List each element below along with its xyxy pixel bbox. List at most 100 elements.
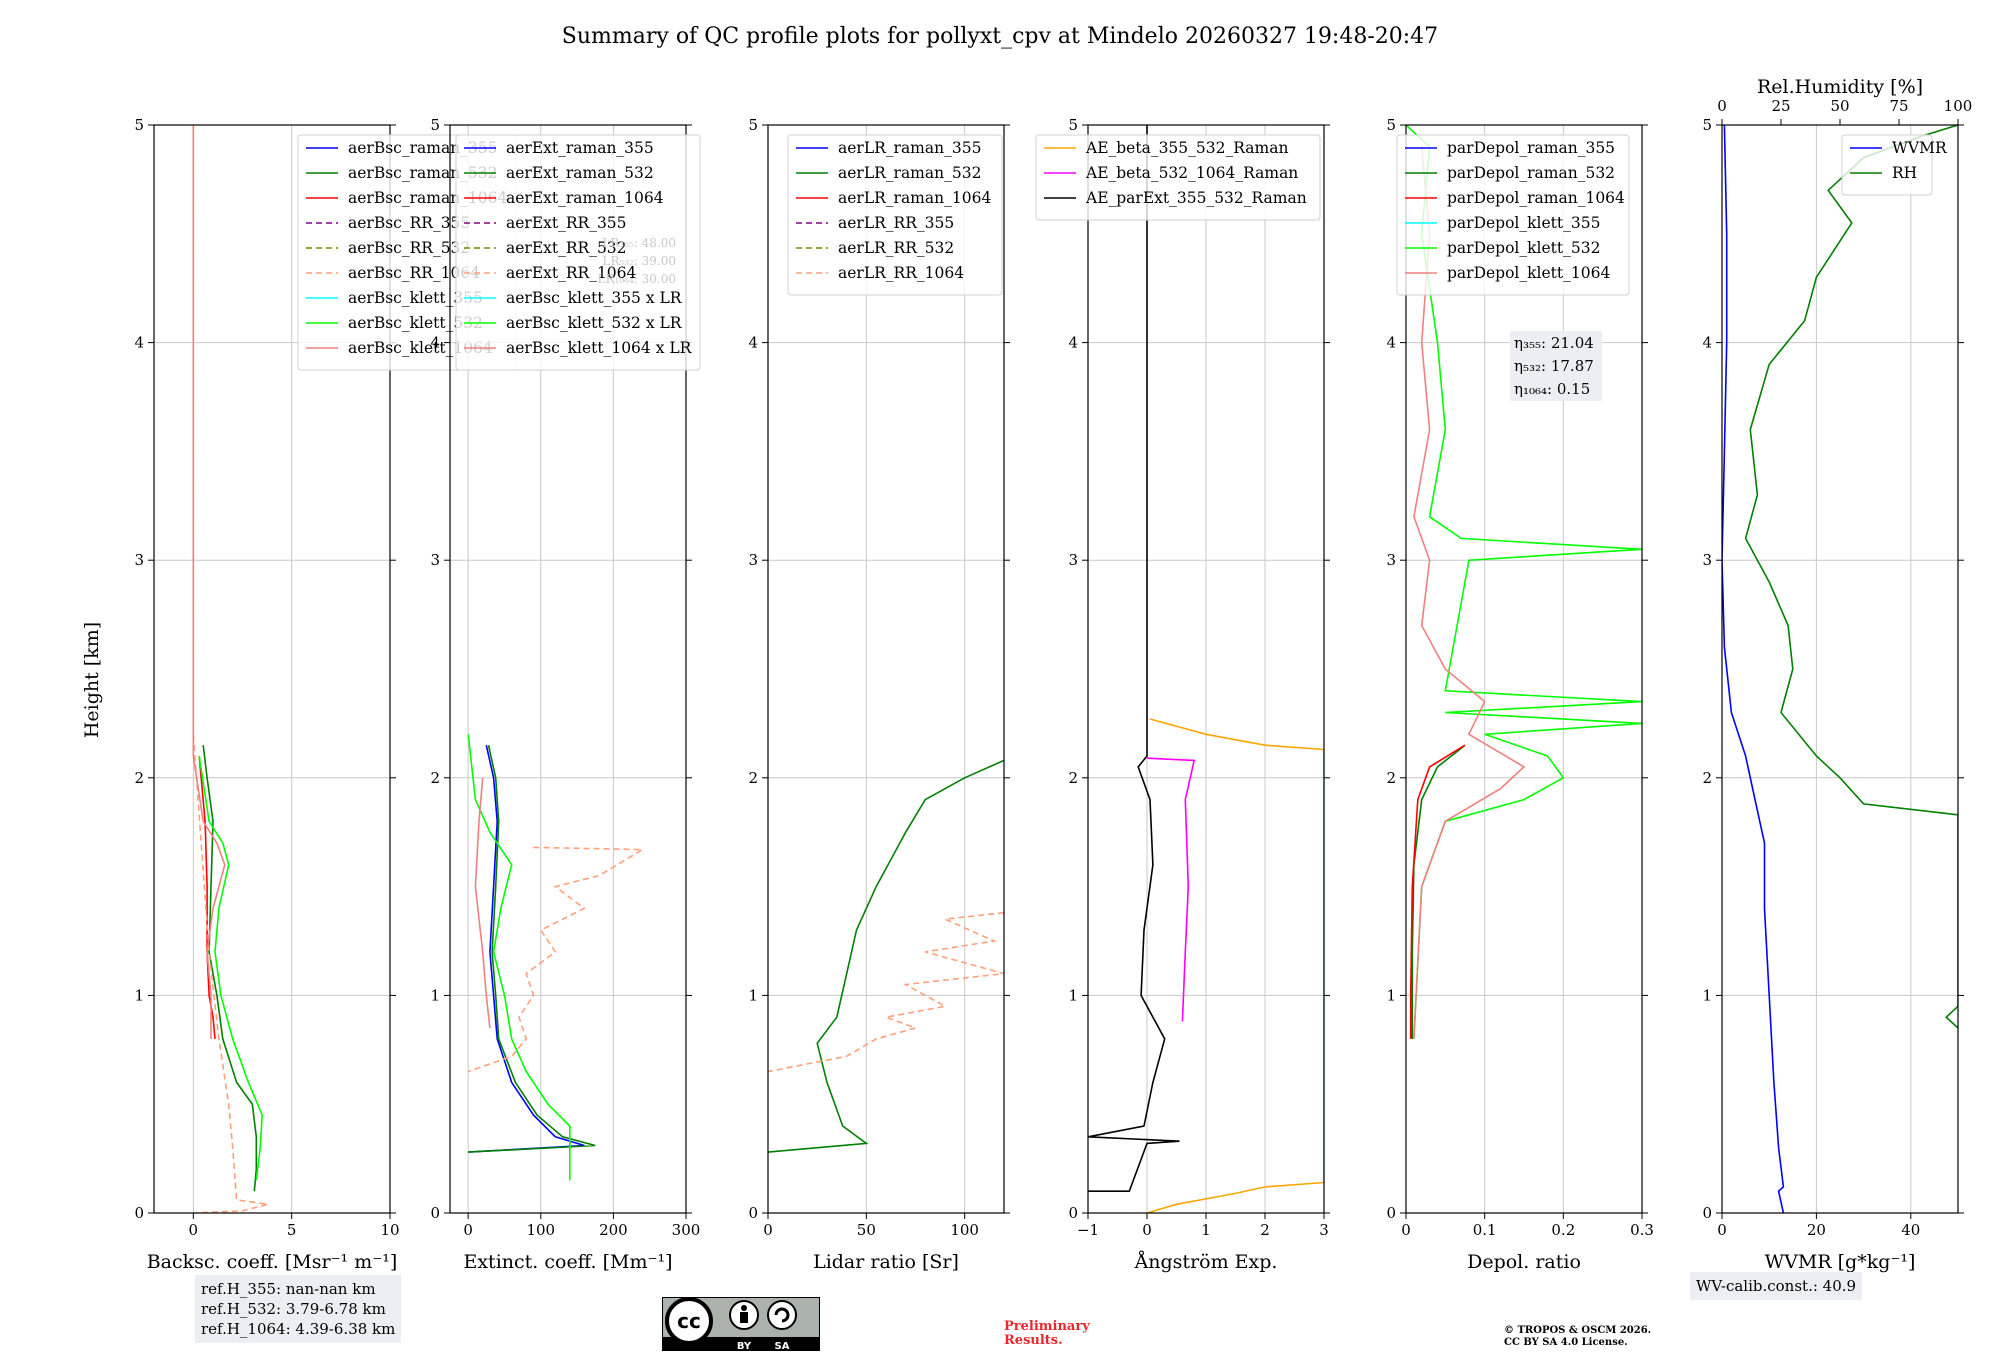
series-line-aerExt_raman_532 (468, 745, 596, 1153)
series-line-aerBsc_klett_532 (198, 755, 264, 1181)
cc-by-label: BY (737, 1341, 752, 1351)
x-tick-label: 0 (1717, 1221, 1727, 1239)
series-line-parDepol_klett_532 (1406, 125, 1642, 1039)
x-tick-label: 0 (189, 1221, 199, 1239)
x-tick-label: 0.1 (1473, 1221, 1497, 1239)
series-group (1406, 125, 1642, 1039)
y-tick-label: 5 (134, 116, 144, 134)
y-tick-label: 5 (1702, 116, 1712, 134)
x-tick-label: 2 (1260, 1221, 1270, 1239)
lidar-ratio-annotation: LR₃₅₅: 48.00 (602, 236, 676, 250)
ref-height-1064: ref.H_1064: 4.39-6.38 km (201, 1320, 396, 1338)
legend-label-RH: RH (1892, 164, 1917, 182)
top-x-tick-label: 25 (1771, 97, 1790, 115)
series-group (1088, 125, 1324, 1213)
top-x-tick-label: 100 (1944, 97, 1973, 115)
x-tick-label: 0.2 (1551, 1221, 1575, 1239)
legend-label-aerExt_RR_1064: aerExt_RR_1064 (506, 264, 637, 282)
legend-label-AE_beta_355_532_Raman: AE_beta_355_532_Raman (1085, 139, 1288, 157)
wv-calibration-constant: WV-calib.const.: 40.9 (1696, 1277, 1857, 1295)
legend-label-aerBsc_RR_532: aerBsc_RR_532 (348, 239, 470, 257)
y-tick-label: 4 (134, 334, 144, 352)
y-tick-label: 5 (748, 116, 758, 134)
top-x-tick-label: 0 (1717, 97, 1727, 115)
series-line-WVMR (1722, 125, 1785, 1213)
cc-sa-label: SA (775, 1341, 790, 1351)
lidar-ratio-annotation: LR₁₀₆₄: 30.00 (598, 272, 676, 286)
legend-label-parDepol_raman_355: parDepol_raman_355 (1447, 139, 1615, 157)
y-tick-label: 0 (1068, 1204, 1078, 1222)
cc-icon (665, 1297, 713, 1345)
x-axis-label: Ångström Exp. (1134, 1251, 1278, 1273)
top-x-tick-label: 75 (1889, 97, 1908, 115)
top-x-tick-label: 50 (1830, 97, 1849, 115)
legend-label-aerLR_raman_1064: aerLR_raman_1064 (838, 189, 991, 207)
x-tick-label: 10 (380, 1221, 399, 1239)
y-tick-label: 4 (1702, 334, 1712, 352)
y-tick-label: 3 (430, 551, 440, 569)
cc-license-badge: cc BY SA (662, 1297, 820, 1351)
x-tick-label: 0 (1142, 1221, 1152, 1239)
plot-frame (1721, 124, 1959, 1214)
series-line-aerBsc_klett_532 x LR (467, 734, 571, 1181)
legend-label-aerBsc_RR_355: aerBsc_RR_355 (348, 214, 470, 232)
legend-label-aerBsc_klett_355 x LR: aerBsc_klett_355 x LR (506, 289, 683, 307)
x-tick-label: 50 (857, 1221, 876, 1239)
legend-label-parDepol_raman_532: parDepol_raman_532 (1447, 164, 1615, 182)
series-line-AE_beta_355_532_Raman (1146, 718, 1324, 1213)
x-tick-label: 200 (599, 1221, 628, 1239)
x-tick-label: 300 (672, 1221, 701, 1239)
legend-label-aerExt_RR_532: aerExt_RR_532 (506, 239, 627, 257)
x-tick-label: 0 (463, 1221, 473, 1239)
y-tick-label: 0 (1702, 1204, 1712, 1222)
series-group (192, 125, 269, 1213)
legend-label-parDepol_raman_1064: parDepol_raman_1064 (1447, 189, 1625, 207)
cc-icon-letters: cc (677, 1309, 701, 1333)
legend-label-AE_parExt_355_532_Raman: AE_parExt_355_532_Raman (1085, 189, 1307, 207)
y-tick-label: 1 (430, 986, 440, 1004)
plot-frame (1405, 124, 1643, 1214)
y-tick-label: 5 (1068, 116, 1078, 134)
y-tick-label: 0 (430, 1204, 440, 1222)
legend-label-aerExt_raman_355: aerExt_raman_355 (506, 139, 654, 157)
y-tick-label: 1 (134, 986, 144, 1004)
y-tick-label: 1 (1068, 986, 1078, 1004)
x-tick-label: 3 (1319, 1221, 1329, 1239)
series-line-aerExt_raman_355 (468, 745, 585, 1153)
legend-label-WVMR: WVMR (1892, 139, 1948, 157)
y-tick-label: 4 (1068, 334, 1078, 352)
y-tick-label: 5 (1386, 116, 1396, 134)
legend-label-aerBsc_klett_532: aerBsc_klett_532 (348, 314, 483, 332)
x-tick-label: 40 (1901, 1221, 1920, 1239)
series-line-aerBsc_RR_1064 (192, 125, 269, 1213)
y-tick-label: 3 (748, 551, 758, 569)
preliminary-line-2: Results. (1004, 1333, 1063, 1348)
series-group (1722, 125, 1958, 1213)
y-tick-label: 4 (430, 334, 440, 352)
x-axis-label: Depol. ratio (1467, 1251, 1581, 1273)
y-tick-label: 2 (1068, 769, 1078, 787)
legend-label-aerBsc_klett_532 x LR: aerBsc_klett_532 x LR (506, 314, 683, 332)
series-group (467, 734, 646, 1181)
series-line-parDepol_raman_1064 (1409, 744, 1466, 1039)
legend-label-parDepol_klett_1064: parDepol_klett_1064 (1447, 264, 1610, 282)
y-tick-label: 3 (1702, 551, 1712, 569)
legend-box (1396, 134, 1630, 296)
legend-label-aerLR_raman_355: aerLR_raman_355 (838, 139, 981, 157)
series-line-aerExt_RR_1064 (467, 846, 646, 1073)
y-axis-label: Height [km] (81, 622, 103, 738)
y-tick-label: 1 (748, 986, 758, 1004)
sa-share-alike-icon (767, 1300, 797, 1330)
y-tick-label: 2 (748, 769, 758, 787)
copyright-notice: © TROPOS & OSCM 2026. CC BY SA 4.0 Licen… (1504, 1325, 1651, 1349)
series-line-AE_beta_532_1064_Raman (1146, 757, 1196, 1022)
x-tick-label: 100 (950, 1221, 979, 1239)
y-tick-label: 4 (1386, 334, 1396, 352)
y-tick-label: 2 (430, 769, 440, 787)
sa-icon-arrow (774, 1307, 790, 1323)
eta-annotation: η₅₃₂: 17.87 (1514, 357, 1594, 375)
series-line-aerBsc_raman_532 (202, 745, 258, 1192)
y-tick-label: 0 (748, 1204, 758, 1222)
